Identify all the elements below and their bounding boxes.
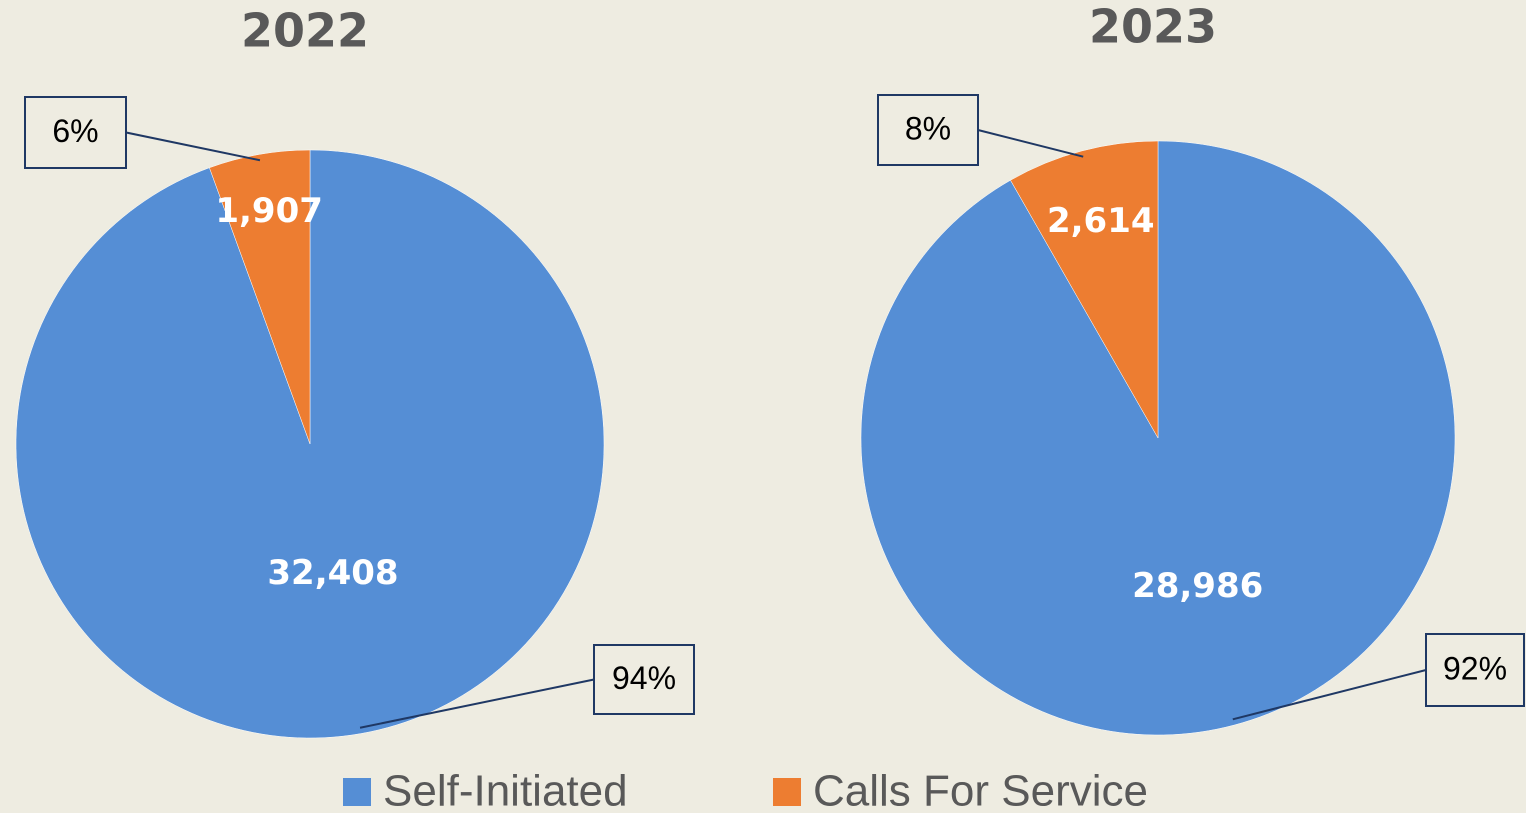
leader-line [1232, 669, 1427, 721]
value-label: 1,907 [215, 191, 323, 231]
percent-label: 92% [1443, 650, 1507, 686]
callout-box [24, 96, 127, 169]
percent-label: 94% [612, 660, 676, 696]
leader-line [359, 678, 595, 729]
percent-label: 8% [905, 110, 951, 146]
value-label: 32,408 [267, 553, 398, 593]
callout-box [1425, 633, 1525, 707]
pie-slice [1010, 140, 1159, 439]
pie-slice [209, 149, 311, 445]
callout-box [877, 94, 979, 166]
percent-label: 6% [52, 113, 98, 149]
legend-swatch [773, 778, 801, 806]
chart-title: 2022 [241, 4, 369, 58]
chart-title: 2023 [1089, 0, 1217, 54]
callout-box [593, 644, 695, 715]
legend-swatch [343, 778, 371, 806]
leader-line [977, 129, 1084, 158]
legend-label: Self-Initiated [383, 767, 628, 813]
leader-line [125, 131, 261, 162]
legend-label: Calls For Service [813, 767, 1148, 813]
value-label: 28,986 [1132, 566, 1263, 606]
value-label: 2,614 [1047, 201, 1155, 241]
pie-slice [860, 140, 1456, 736]
